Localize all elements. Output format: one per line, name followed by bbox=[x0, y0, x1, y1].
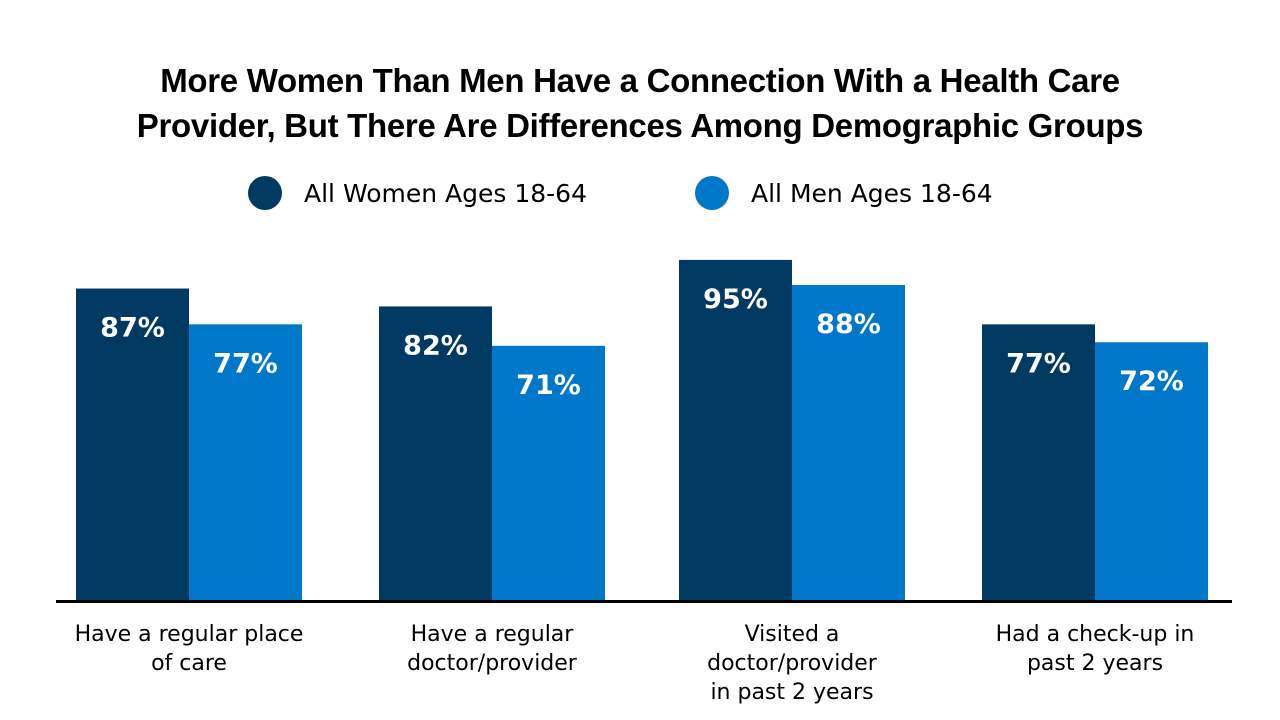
category-label-3: Visited a doctor/provider in past 2 years bbox=[657, 620, 927, 707]
legend-label-women: All Women Ages 18-64 bbox=[304, 178, 587, 208]
category-label-2-line-1: Have a regular bbox=[410, 622, 574, 647]
legend: All Women Ages 18-64 All Men Ages 18-64 bbox=[0, 170, 1280, 216]
chart-title: More Women Than Men Have a Connection Wi… bbox=[0, 58, 1280, 148]
bar-women-4 bbox=[982, 324, 1095, 600]
bar-women-1 bbox=[76, 288, 189, 600]
legend-swatch-men bbox=[695, 176, 729, 210]
legend-item-women: All Women Ages 18-64 bbox=[248, 170, 587, 216]
category-label-1: Have a regular place of care bbox=[54, 620, 324, 678]
bar-men-3 bbox=[792, 284, 905, 600]
bar-value-label-women-1: 87% bbox=[100, 313, 165, 344]
category-label-3-line-2: in past 2 years bbox=[710, 680, 874, 705]
category-label-4-line-2: past 2 years bbox=[1026, 651, 1164, 676]
category-label-2: Have a regular doctor/provider bbox=[357, 620, 627, 678]
category-label-2-line-2: doctor/provider bbox=[407, 651, 577, 676]
bar-men-1 bbox=[189, 324, 302, 600]
bar-men-4 bbox=[1095, 342, 1208, 600]
bar-value-label-men-4: 72% bbox=[1119, 366, 1184, 397]
bar-value-label-women-3: 95% bbox=[703, 284, 768, 315]
bar-value-label-men-2: 71% bbox=[516, 370, 581, 401]
legend-swatch-women bbox=[248, 176, 282, 210]
bar-value-label-men-1: 77% bbox=[213, 348, 278, 379]
bar-value-label-men-3: 88% bbox=[816, 309, 881, 340]
category-label-4-line-1: Had a check-up in bbox=[995, 622, 1195, 647]
category-label-4: Had a check-up in past 2 years bbox=[960, 620, 1230, 678]
chart-title-line-1: More Women Than Men Have a Connection Wi… bbox=[160, 62, 1120, 99]
bar-value-label-women-4: 77% bbox=[1006, 348, 1071, 379]
bar-women-2 bbox=[379, 306, 492, 600]
legend-item-men: All Men Ages 18-64 bbox=[695, 170, 993, 216]
category-label-1-line-1: Have a regular place bbox=[74, 622, 304, 647]
category-label-3-line-1: Visited a doctor/provider bbox=[707, 622, 877, 676]
legend-label-men: All Men Ages 18-64 bbox=[751, 178, 993, 208]
bar-men-2 bbox=[492, 345, 605, 600]
bar-women-3 bbox=[679, 259, 792, 600]
category-label-1-line-2: of care bbox=[151, 651, 227, 676]
bar-value-label-women-2: 82% bbox=[403, 330, 468, 361]
chart-title-line-2: Provider, But There Are Differences Amon… bbox=[136, 107, 1144, 144]
